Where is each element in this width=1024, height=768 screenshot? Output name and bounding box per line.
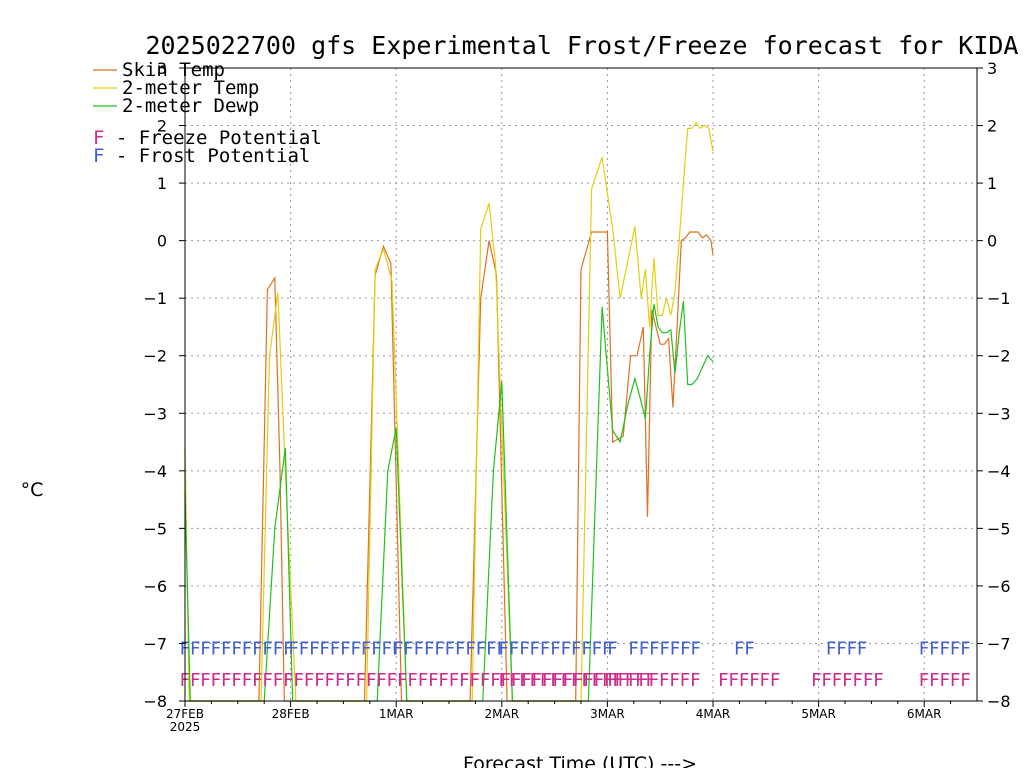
potential-markers: FFFFFFFFFFFFFFFFFFFFFFFFFFFFFFFFFFFFFFFF… bbox=[180, 638, 971, 691]
legend-potential-label: - Freeze Potential bbox=[104, 127, 321, 149]
series-line-skin-temp bbox=[185, 231, 714, 702]
freeze-marker: FFFFFFFFFFFFFFFFFFFFFFFFFFFFFFFFFFFFFFFF… bbox=[180, 670, 656, 691]
legend-potential-label: - Frost Potential bbox=[104, 145, 310, 167]
y-tick-label-right: −3 bbox=[987, 404, 1011, 423]
frost-marker: FF bbox=[734, 638, 755, 659]
y-tick-label-right: −4 bbox=[987, 462, 1011, 481]
x-tick-label: 28FEB bbox=[272, 707, 310, 721]
legend-label: 2-meter Temp bbox=[122, 77, 259, 99]
y-tick-label-right: −5 bbox=[987, 519, 1011, 538]
frost-marker: FFFF bbox=[826, 638, 867, 659]
x-tick-label: 27FEB bbox=[166, 707, 204, 721]
y-tick-label: 3 bbox=[157, 59, 167, 78]
x-tick-label: 5MAR bbox=[801, 707, 836, 721]
x-tick-label: 1MAR bbox=[379, 707, 414, 721]
y-tick-label: 1 bbox=[157, 174, 167, 193]
frost-marker: FFFFFFFFFFF bbox=[180, 638, 294, 659]
legend-potential-symbol: F bbox=[93, 127, 104, 149]
y-axis-label: °C bbox=[21, 479, 44, 501]
frost-marker: F bbox=[607, 638, 617, 659]
x-tick-label: 6MAR bbox=[907, 707, 942, 721]
x-axis-label: Forecast Time (UTC) ---> bbox=[463, 753, 697, 768]
frost-marker: FFFFF bbox=[919, 638, 971, 659]
y-tick-label: −2 bbox=[143, 347, 167, 366]
frost-marker: FFFFFFFFFFF bbox=[393, 638, 507, 659]
frost-marker: FFFFFFFFFFF bbox=[288, 638, 402, 659]
chart-title: 2025022700 gfs Experimental Frost/Freeze… bbox=[146, 31, 1019, 60]
y-tick-label: −5 bbox=[143, 519, 167, 538]
y-tick-label: −1 bbox=[143, 289, 167, 308]
x-tick-label: 3MAR bbox=[590, 707, 625, 721]
x-tick-sublabel: 2025 bbox=[170, 720, 201, 734]
legend-label: Skin Temp bbox=[122, 59, 225, 81]
y-tick-label-right: 0 bbox=[987, 232, 997, 251]
y-tick-label: −6 bbox=[143, 577, 167, 596]
y-tick-label: −7 bbox=[143, 634, 167, 653]
y-tick-label: −4 bbox=[143, 462, 167, 481]
axes: 3 3 2 2 1 1 0 0 −1 −1 −2 −2 −3 −3 −4 −4 −5 −5 −6 −6 −7 −7 −8 −8… bbox=[143, 59, 1010, 734]
freeze-marker: FFFFFFFFFFFF bbox=[499, 670, 623, 691]
y-tick-label-right: 2 bbox=[987, 117, 997, 136]
y-tick-label-right: −6 bbox=[987, 577, 1011, 596]
freeze-marker: FFFFFF bbox=[718, 670, 780, 691]
legend-potential-symbol: F bbox=[93, 145, 104, 167]
y-tick-label: 0 bbox=[157, 232, 167, 251]
y-tick-label-right: −1 bbox=[987, 289, 1011, 308]
y-tick-label-right: −8 bbox=[987, 692, 1011, 711]
legend-label: 2-meter Dewp bbox=[122, 95, 259, 117]
y-tick-label-right: −7 bbox=[987, 634, 1011, 653]
frost-marker: FFFFFFF bbox=[629, 638, 701, 659]
series-lines bbox=[184, 121, 714, 702]
series-line-2-meter-temp bbox=[184, 121, 714, 702]
y-tick-label: −3 bbox=[143, 404, 167, 423]
grid bbox=[185, 68, 977, 701]
x-tick-label: 2MAR bbox=[485, 707, 520, 721]
y-tick-label: 2 bbox=[157, 117, 167, 136]
y-tick-label-right: 3 bbox=[987, 59, 997, 78]
legend-potential: F - Frost Potential bbox=[93, 145, 310, 167]
x-tick-label: 4MAR bbox=[696, 707, 731, 721]
freeze-marker: FFFFFFFFF bbox=[607, 670, 700, 691]
y-tick-label-right: −2 bbox=[987, 347, 1011, 366]
legend-potential: F - Freeze Potential bbox=[93, 127, 322, 149]
y-tick-label: −8 bbox=[143, 692, 167, 711]
freeze-marker: FFFFFFF bbox=[811, 670, 883, 691]
frost-marker: FFFFFFFFFFF bbox=[499, 638, 613, 659]
freeze-marker: FFFFF bbox=[919, 670, 971, 691]
y-tick-label-right: 1 bbox=[987, 174, 997, 193]
